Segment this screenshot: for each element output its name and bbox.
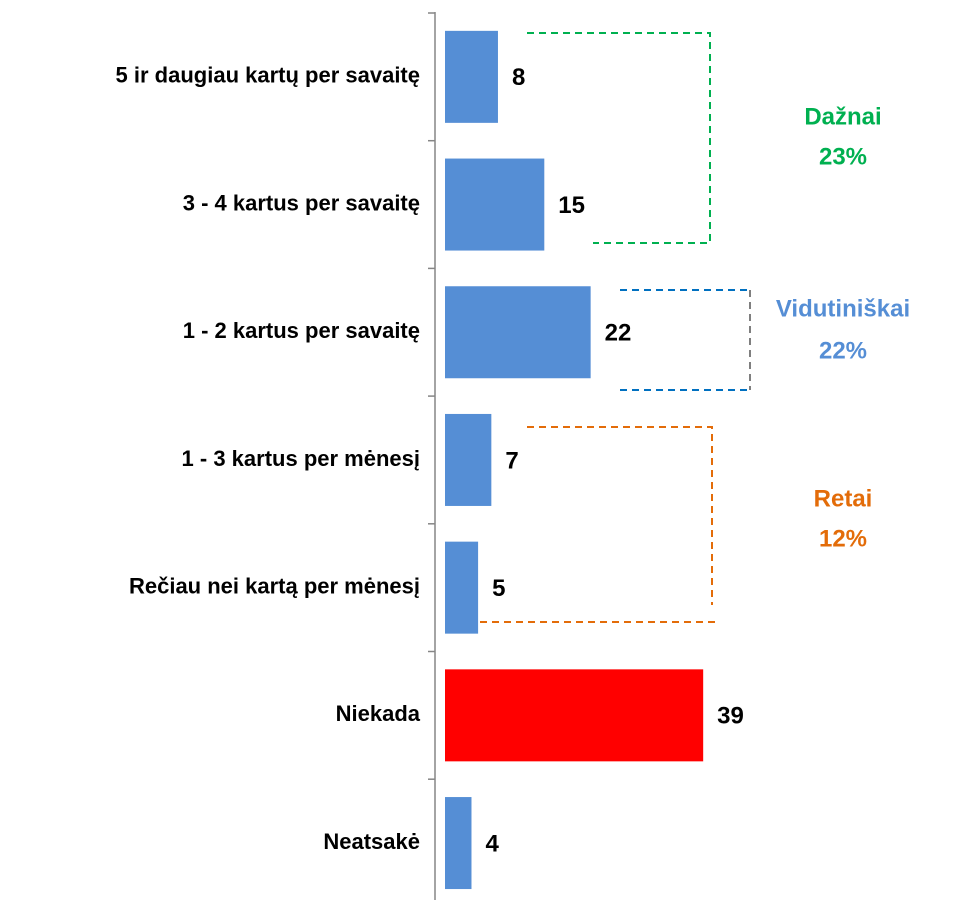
bar	[445, 30, 498, 123]
category-label: 5 ir daugiau kartų per savaitę	[116, 63, 420, 88]
group-label: Vidutiniškai	[776, 295, 910, 322]
group-percent: 12%	[819, 525, 867, 552]
category-label: 3 - 4 kartus per savaitę	[183, 190, 420, 215]
value-label: 8	[512, 64, 525, 91]
category-label: Neatsakė	[323, 829, 420, 854]
category-label: Niekada	[336, 701, 421, 726]
value-label: 4	[485, 830, 499, 857]
bar	[445, 158, 545, 251]
value-label: 22	[605, 320, 632, 347]
group-percent: 23%	[819, 143, 867, 170]
bar	[445, 797, 472, 890]
group-percent: 22%	[819, 337, 867, 364]
bracket-medium	[620, 289, 750, 391]
bracket-frequent	[527, 32, 711, 244]
category-label: Rečiau nei kartą per mėnesį	[129, 573, 420, 598]
category-label: 1 - 3 kartus per mėnesį	[182, 446, 420, 471]
bar	[445, 541, 479, 634]
group-label: Dažnai	[804, 103, 881, 130]
value-label: 7	[505, 447, 518, 474]
value-label: 15	[558, 192, 585, 219]
bracket-rare	[480, 426, 717, 623]
group-label: Retai	[814, 485, 873, 512]
bar	[445, 286, 591, 379]
bar	[445, 669, 704, 762]
value-label: 5	[492, 575, 505, 602]
category-label: 1 - 2 kartus per savaitę	[183, 318, 420, 343]
bar	[445, 413, 492, 506]
value-label: 39	[717, 703, 744, 730]
brackets	[480, 32, 751, 623]
